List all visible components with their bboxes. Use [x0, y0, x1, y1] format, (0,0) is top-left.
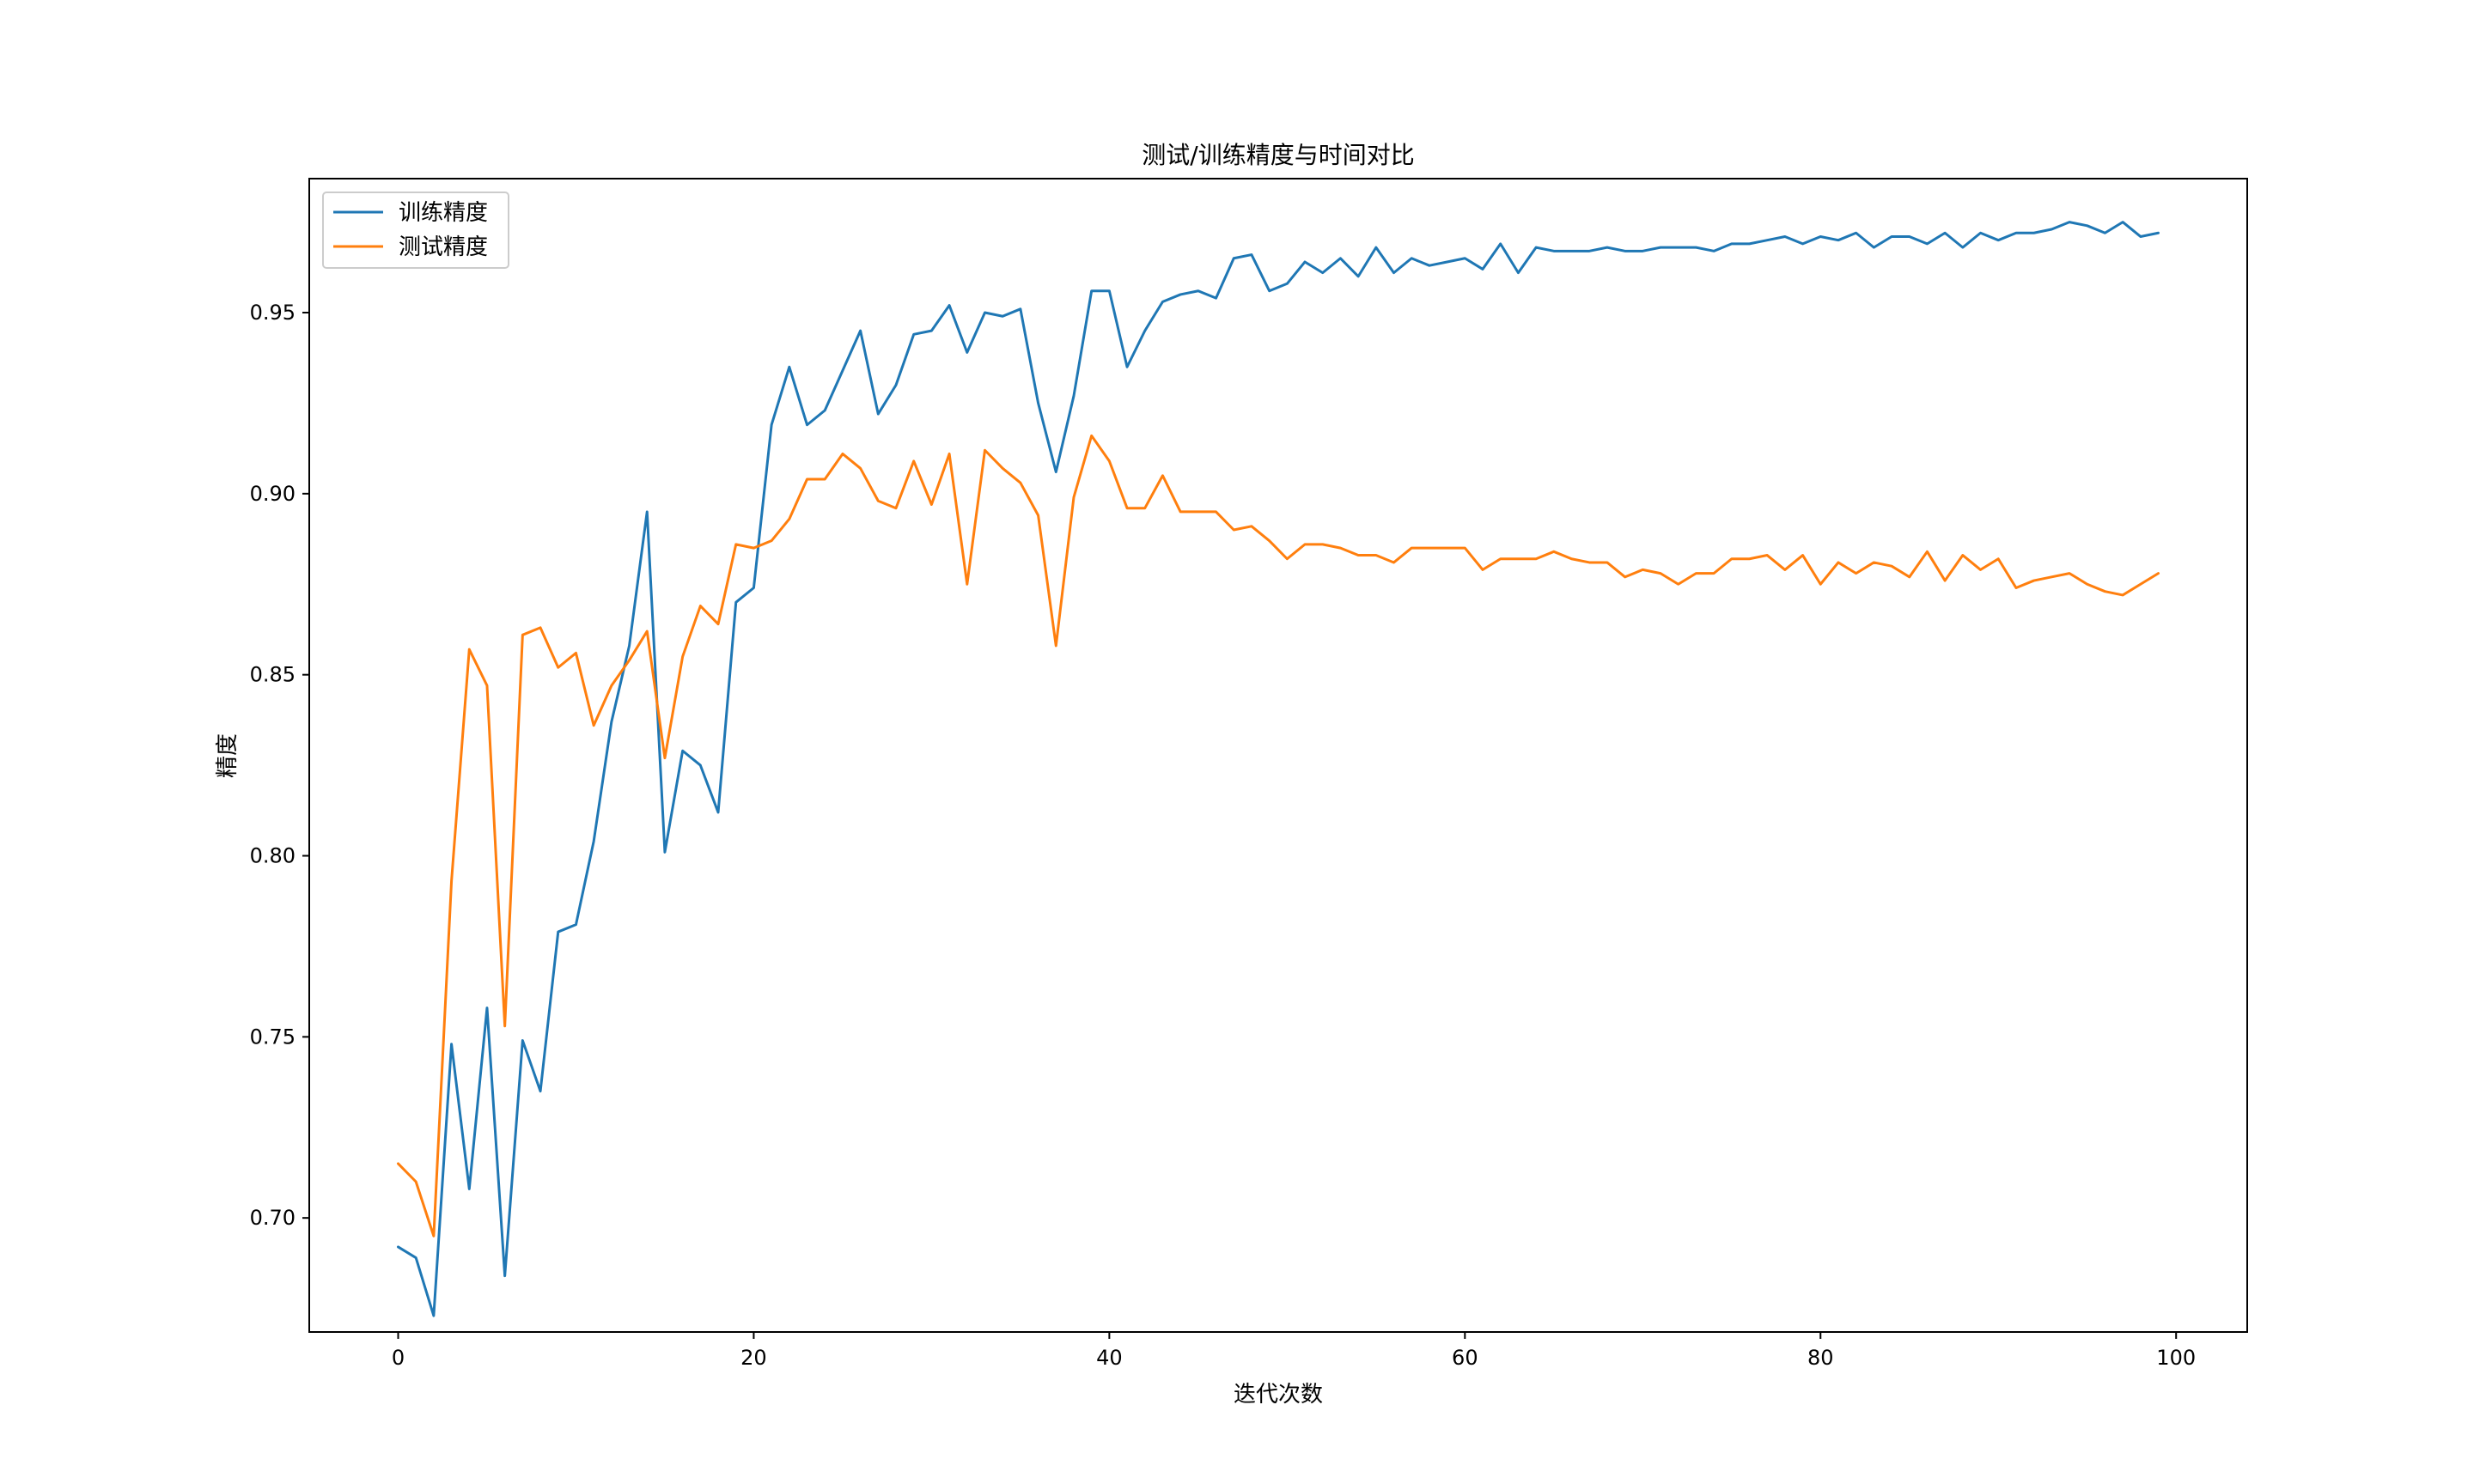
x-tick-label: 40 [1096, 1346, 1123, 1370]
series-line-1 [396, 434, 2160, 1238]
legend-label-test: 测试精度 [399, 234, 488, 260]
y-tick-label: 0.75 [250, 1025, 296, 1049]
plot-area-frame [308, 178, 2248, 1333]
series-layer [396, 221, 2160, 1317]
y-tick-label: 0.80 [250, 844, 296, 868]
x-axis: 0 20 40 60 80 100 [392, 1332, 2196, 1370]
legend-label-train: 训练精度 [399, 200, 488, 226]
chart-title: 测试/训练精度与时间对比 [1142, 141, 1414, 169]
y-tick-label: 0.85 [250, 663, 296, 687]
y-tick-label: 0.95 [250, 301, 296, 325]
legend: 训练精度 测试精度 [322, 192, 509, 269]
x-tick-label: 0 [392, 1346, 405, 1370]
series-line-0 [396, 221, 2160, 1317]
x-axis-label: 迭代次数 [1234, 1382, 1323, 1408]
y-axis-label: 精度 [215, 733, 241, 778]
x-tick-label: 80 [1807, 1346, 1834, 1370]
x-tick-label: 20 [740, 1346, 767, 1370]
x-tick-label: 100 [2156, 1346, 2196, 1370]
x-tick-label: 60 [1452, 1346, 1478, 1370]
y-tick-label: 0.70 [250, 1206, 296, 1230]
y-tick-label: 0.90 [250, 482, 296, 506]
y-axis: 0.70 0.75 0.80 0.85 0.90 0.95 [250, 301, 309, 1230]
